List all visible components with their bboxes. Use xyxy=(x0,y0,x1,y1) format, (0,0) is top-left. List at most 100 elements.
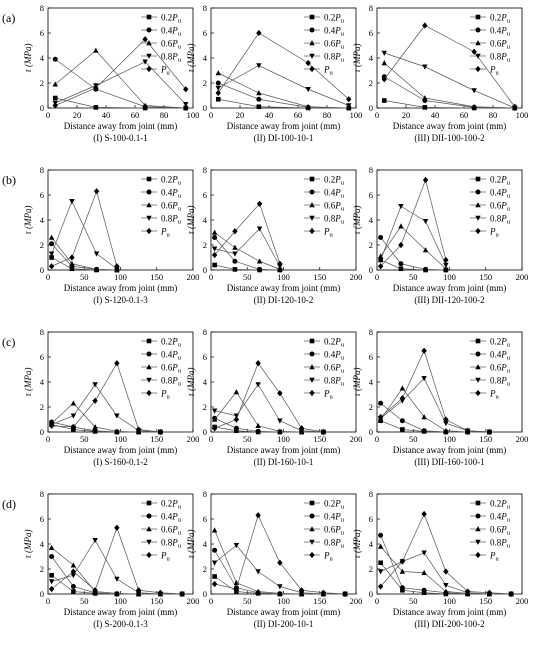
data-point xyxy=(486,428,493,436)
series-line xyxy=(214,232,281,270)
legend-coef: 0.4 xyxy=(490,188,502,198)
legend-marker xyxy=(146,176,152,182)
data-point xyxy=(70,568,77,575)
legend-P: P xyxy=(171,201,178,211)
legend-marker xyxy=(475,65,481,73)
data-point xyxy=(142,36,148,43)
legend-P: P xyxy=(334,350,341,360)
y-tick-label: 2 xyxy=(203,78,207,88)
x-tick-label: 200 xyxy=(350,272,363,282)
legend-label: 0.6Pu xyxy=(324,39,345,51)
legend-P: P xyxy=(334,363,341,373)
data-point xyxy=(277,584,283,590)
legend-label: 0.2Pu xyxy=(161,175,182,187)
legend-sub: u xyxy=(341,355,345,362)
x-tick-label: 20 xyxy=(402,110,411,120)
x-tick-label: 0 xyxy=(46,110,50,120)
legend-coef: 0.2 xyxy=(161,499,172,509)
y-tick-label: 2 xyxy=(203,240,207,250)
y-tick-label: 8 xyxy=(203,489,207,499)
legend-P: P xyxy=(500,13,507,23)
legend-marker xyxy=(309,189,315,195)
data-point xyxy=(70,423,77,431)
legend-marker xyxy=(146,338,152,344)
data-point xyxy=(212,574,217,579)
legend-coef: 0.4 xyxy=(161,512,173,522)
legend-P: P xyxy=(171,512,178,522)
legend-coef: 0.8 xyxy=(490,538,502,548)
legend-sub: u xyxy=(341,342,345,349)
data-point xyxy=(211,580,218,588)
data-point xyxy=(70,584,76,589)
data-point xyxy=(421,569,427,576)
legend-coef: 0.8 xyxy=(324,214,336,224)
data-point xyxy=(471,48,477,55)
legend-coef: 0.4 xyxy=(490,26,502,36)
legend-label: 0.4Pu xyxy=(490,26,511,38)
chart-panel: 0 50 100 150 200 0 2 4 6 8 Distance away from join… xyxy=(23,327,199,467)
legend-label: Pu xyxy=(323,389,334,401)
panel-subtitle: (II) DI-120-10-2 xyxy=(254,295,314,305)
x-tick-label: 150 xyxy=(150,434,163,444)
legend-label: Pu xyxy=(323,227,334,239)
data-point xyxy=(233,542,240,549)
legend-P: P xyxy=(171,39,178,49)
series-line xyxy=(380,387,490,433)
y-tick-label: 6 xyxy=(369,514,373,524)
legend-P: P xyxy=(171,214,178,224)
legend-sub: u xyxy=(178,504,182,511)
legend-coef: 0.2 xyxy=(161,337,172,347)
y-tick-label: 6 xyxy=(203,514,207,524)
x-tick-label: 50 xyxy=(409,596,418,606)
data-point xyxy=(211,425,218,432)
y-axis-label: τ (MPa) xyxy=(352,368,362,397)
x-tick-label: 150 xyxy=(479,434,492,444)
data-point xyxy=(486,589,493,596)
legend-marker xyxy=(309,389,315,397)
y-tick-label: 8 xyxy=(203,327,207,337)
legend-P: P xyxy=(500,26,507,36)
data-point xyxy=(92,587,98,594)
y-tick-label: 2 xyxy=(40,564,44,574)
y-tick-label: 8 xyxy=(369,3,373,13)
data-point xyxy=(92,382,98,388)
data-point xyxy=(212,262,217,268)
x-tick-label: 200 xyxy=(516,434,529,444)
legend-label: 0.2Pu xyxy=(490,13,511,25)
y-tick-label: 0 xyxy=(40,103,44,113)
legend-coef: 0.8 xyxy=(161,52,173,62)
legend-marker xyxy=(475,189,481,195)
data-point xyxy=(255,569,261,575)
series-line xyxy=(380,225,447,270)
legend-sub: u xyxy=(167,556,171,563)
y-tick-label: 0 xyxy=(369,427,373,437)
legend-P: P xyxy=(489,389,496,399)
legend-label: 0.6Pu xyxy=(161,525,182,537)
data-point xyxy=(277,428,283,434)
legend-marker xyxy=(309,215,315,221)
x-axis-label: Distance away from joint (mm) xyxy=(227,445,340,455)
legend-sub: u xyxy=(507,44,511,51)
legend-marker xyxy=(309,176,315,182)
y-tick-label: 6 xyxy=(40,514,44,524)
legend-marker xyxy=(146,189,152,195)
data-point xyxy=(277,418,283,424)
data-point xyxy=(381,60,387,66)
legend-label: 0.2Pu xyxy=(161,499,182,511)
legend-marker xyxy=(475,14,481,20)
x-tick-label: 0 xyxy=(209,272,213,282)
legend-coef: 0.2 xyxy=(324,13,335,23)
series-line xyxy=(55,97,186,109)
legend-P: P xyxy=(334,52,341,62)
data-point xyxy=(211,527,218,533)
y-axis-label: τ (MPa) xyxy=(186,206,196,235)
x-tick-label: 0 xyxy=(46,596,50,606)
data-point xyxy=(378,400,384,406)
legend-coef: 0.8 xyxy=(161,376,173,386)
legend-marker xyxy=(146,364,152,370)
series-line xyxy=(384,76,515,109)
series-line xyxy=(51,237,117,271)
legend-marker xyxy=(309,377,315,383)
data-point xyxy=(114,524,120,531)
legend-coef: 0.2 xyxy=(490,13,501,23)
